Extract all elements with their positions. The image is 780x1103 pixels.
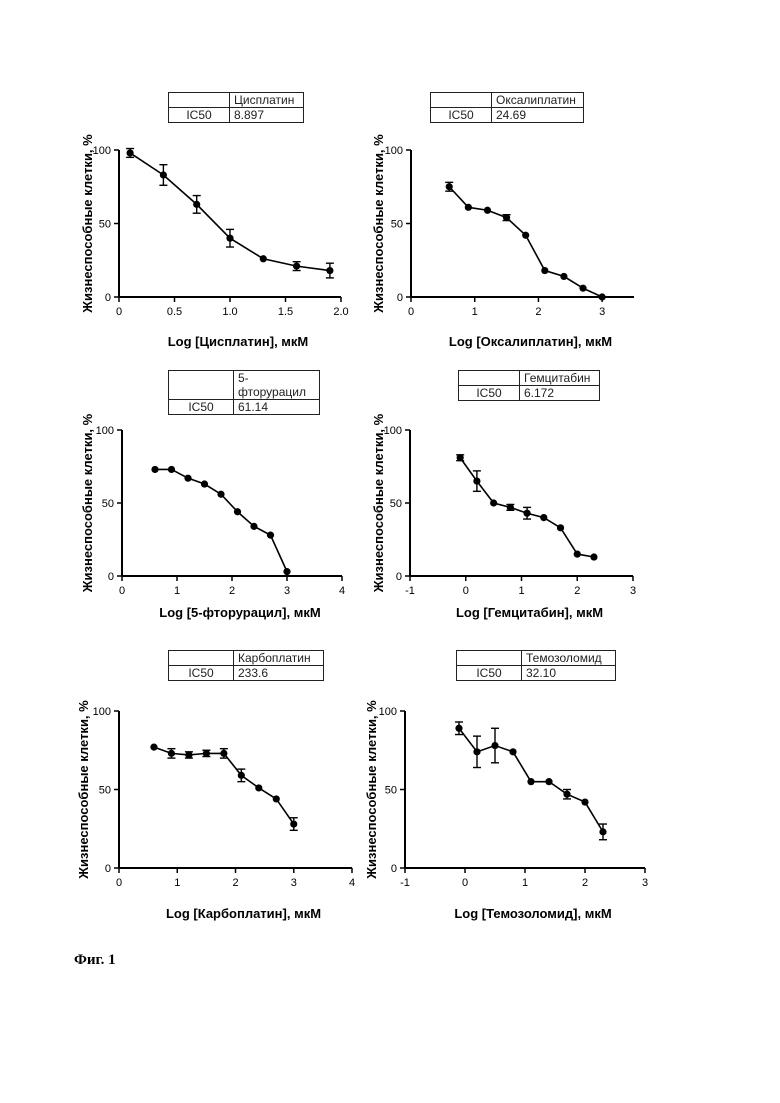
figure-caption: Фиг. 1: [74, 952, 116, 969]
data-point: [563, 791, 570, 798]
data-point: [545, 778, 552, 785]
chart-svg-temozolomide: -10123050100Log [Темозоломид], мкМЖизнес…: [0, 0, 780, 1103]
x-tick-label: 3: [642, 877, 648, 889]
x-tick-label: 1: [522, 877, 528, 889]
x-axis-title: Log [Темозоломид], мкМ: [454, 906, 611, 921]
y-axis-title: Жизнеспособные клетки, %: [364, 700, 379, 880]
data-point: [527, 778, 534, 785]
y-tick-label: 0: [391, 863, 397, 875]
y-tick-label: 50: [385, 785, 397, 797]
x-tick-label: -1: [400, 877, 410, 889]
x-tick-label: 2: [582, 877, 588, 889]
y-tick-label: 100: [379, 706, 397, 718]
data-point: [455, 725, 462, 732]
data-point: [473, 748, 480, 755]
data-point: [491, 742, 498, 749]
data-point: [509, 748, 516, 755]
data-point: [599, 828, 606, 835]
data-point: [581, 798, 588, 805]
x-tick-label: 0: [462, 877, 468, 889]
